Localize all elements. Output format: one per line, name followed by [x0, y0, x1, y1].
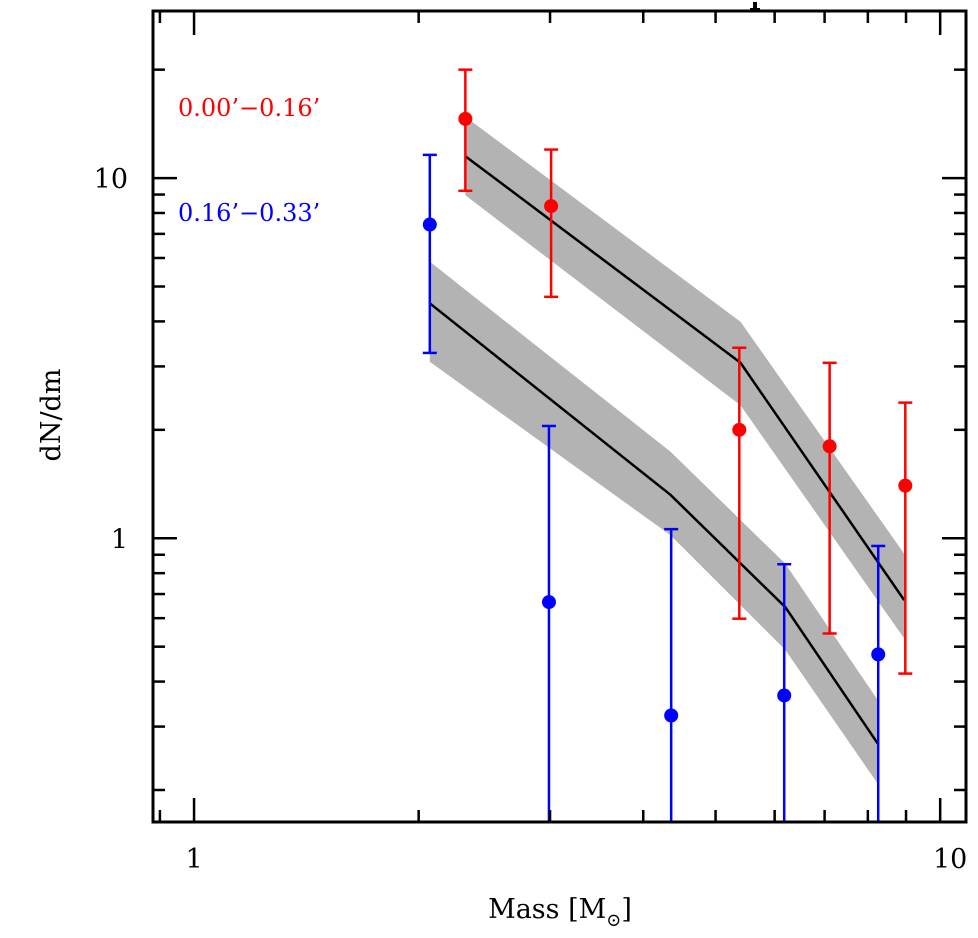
data-point: [777, 688, 792, 703]
data-point: [871, 647, 886, 662]
data-point: [544, 199, 559, 214]
x-tick-label-10: 10: [933, 844, 967, 875]
y-axis-title: dN/dm: [36, 369, 67, 462]
plot-frame: [151, 9, 968, 824]
x-tick-label-1: 1: [185, 844, 202, 875]
data-point: [664, 708, 679, 723]
y-tick-label-1: 1: [111, 524, 128, 555]
x-axis-title-close: ]: [621, 894, 632, 925]
data-point: [458, 111, 473, 126]
error-bars: [422, 68, 913, 822]
x-axis-title-unit: [M: [568, 894, 606, 925]
model-band-1: [429, 261, 878, 784]
model-band-0: [465, 116, 905, 639]
cut-off-title-glyph: [750, 2, 760, 11]
axis-ticks: [153, 11, 966, 822]
x-axis-title-main: Mass: [488, 894, 568, 925]
solar-symbol: ⊙: [606, 910, 621, 931]
data-point: [898, 478, 913, 493]
data-point: [541, 595, 556, 610]
data-point: [732, 422, 747, 437]
model-line-1: [429, 302, 879, 745]
data-points: [422, 111, 913, 723]
y-tick-label-10: 10: [94, 164, 128, 195]
legend-entry-outer: 0.16’−0.33’: [178, 199, 320, 227]
data-point: [822, 439, 837, 454]
legend-entry-inner: 0.00’−0.16’: [178, 94, 320, 122]
x-axis-title: Mass [M⊙]: [488, 894, 632, 931]
data-point: [422, 217, 437, 232]
